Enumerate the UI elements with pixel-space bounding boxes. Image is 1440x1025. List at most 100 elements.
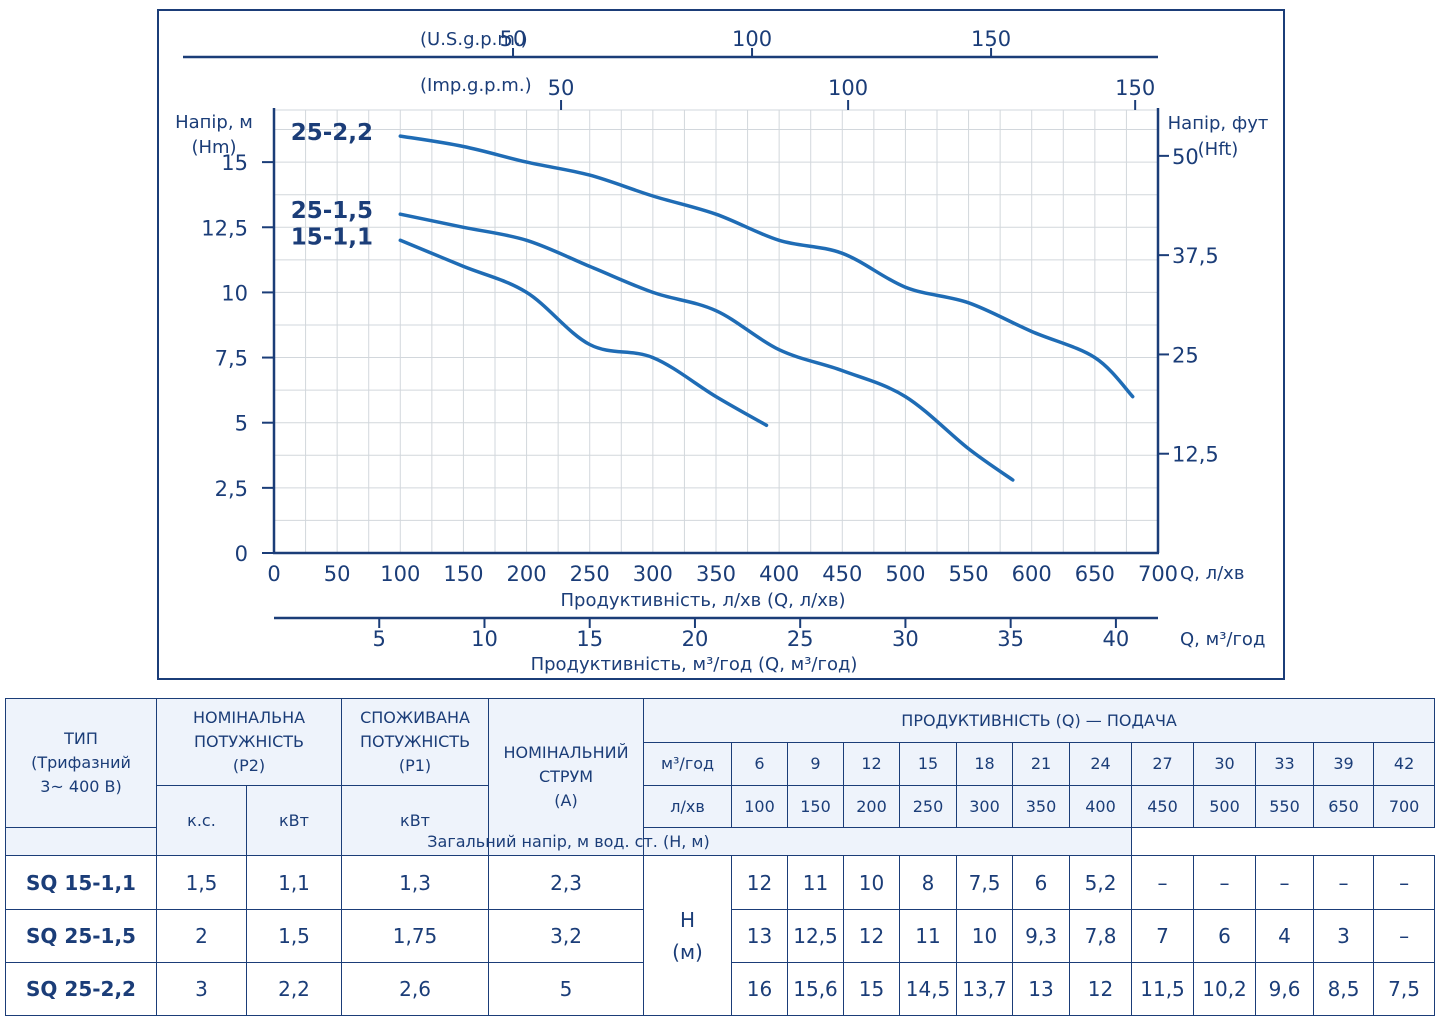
- head-cell: 6: [1193, 909, 1257, 963]
- head-cell: 7,5: [956, 855, 1014, 910]
- m3h-cell: 39: [1313, 742, 1375, 786]
- chart-border: [157, 9, 1285, 680]
- head-cell: 5,2: [1069, 855, 1133, 910]
- head-cell: –: [1373, 909, 1436, 963]
- head-cell: 3: [1313, 909, 1375, 963]
- spec-table-wrap: ТИП (Трифазний 3~ 400 В) НОМІНАЛЬНА ПОТУЖНІ…: [4, 698, 1436, 1016]
- y-axis-unit-right: (Hft): [1198, 139, 1239, 160]
- m3h-row: м³/год 6 9 12 15 18 21 24 27 30 33 39 42: [6, 742, 1436, 786]
- head-cell: 10,2: [1193, 962, 1257, 1016]
- head-cell: 13: [731, 909, 789, 963]
- m3h-tick-label: 15: [576, 627, 603, 651]
- m3h-cell: 30: [1193, 742, 1257, 786]
- head-cell: –: [1313, 855, 1375, 910]
- lmin-row: к.с. кВт кВт л/хв 100 150 200 250 300 35…: [6, 785, 1436, 856]
- head-caption: Загальний напір, м вод. ст. (H, м): [4, 827, 1133, 856]
- x-tick-label: 200: [507, 562, 547, 586]
- x-tick-label: 150: [443, 562, 483, 586]
- usgpm-tick-label: 100: [732, 27, 772, 51]
- x-tick-label: 350: [696, 562, 736, 586]
- head-cell: 12: [1069, 962, 1133, 1016]
- y-tick-label-left: 10: [221, 281, 248, 305]
- x-tick-label: 600: [1012, 562, 1052, 586]
- row-p1: 1,75: [341, 909, 490, 963]
- pump-spec-table: ТИП (Трифазний 3~ 400 В) НОМІНАЛЬНА ПОТУЖНІ…: [4, 698, 1436, 1016]
- curve-label: 15-1,1: [291, 224, 373, 250]
- y-tick-label-left: 0: [235, 542, 248, 566]
- curve-25-2-2: [398, 134, 1135, 399]
- m3h-cell: 33: [1255, 742, 1315, 786]
- header-nominal-power: НОМІНАЛЬНА ПОТУЖНІСТЬ (P2): [155, 698, 343, 786]
- head-cell: 12: [843, 909, 901, 963]
- lmin-cell: 150: [787, 785, 845, 828]
- lmin-cell: 300: [956, 785, 1014, 828]
- lmin-cell: 500: [1193, 785, 1257, 828]
- head-cell: 7: [1131, 909, 1195, 963]
- unit-lmin: л/хв: [643, 785, 733, 828]
- head-cell: 9,6: [1255, 962, 1315, 1016]
- head-cell: 4: [1255, 909, 1315, 963]
- head-cell: 11: [899, 909, 958, 963]
- x-tick-label: 0: [267, 562, 280, 586]
- row-type: SQ 25-1,5: [5, 909, 157, 963]
- m3h-cell: 12: [843, 742, 901, 786]
- y-axis-unit-left: (Hm): [191, 137, 236, 158]
- y-tick-label-left: 15: [221, 151, 248, 175]
- x-axis-title: Продуктивність, л/хв (Q, л/хв): [561, 590, 846, 611]
- head-cell: 9,3: [1012, 909, 1071, 963]
- m3h-tick-label: 20: [682, 627, 709, 651]
- y-tick-label-left: 2,5: [215, 477, 248, 501]
- usgpm-tick-label: 50: [500, 27, 527, 51]
- head-cell: 15,6: [787, 962, 845, 1016]
- curve-label: 25-2,2: [291, 120, 373, 146]
- curve-label: 25-1,5: [291, 198, 373, 224]
- table-row: SQ 25-2,2 3 2,2 2,6 5 16 15,6 15 14,5 13…: [5, 962, 1436, 1016]
- header-consumed-power: СПОЖИВАНА ПОТУЖНІСТЬ (P1): [341, 698, 490, 786]
- y-tick-label-right: 25: [1172, 343, 1199, 367]
- lmin-cell: 400: [1069, 785, 1133, 828]
- lmin-cell: 550: [1255, 785, 1315, 828]
- table-row: SQ 15-1,1 1,5 1,1 1,3 2,3 H (м) 12 11 10 …: [5, 855, 1436, 1016]
- m3h-tick-label: 25: [787, 627, 814, 651]
- head-cell: 10: [843, 855, 901, 910]
- row-kw: 1,5: [245, 909, 343, 963]
- head-cell: 13,7: [956, 962, 1014, 1016]
- lmin-cell: 450: [1131, 785, 1195, 828]
- y-tick-label-right: 50: [1172, 145, 1199, 169]
- row-hp: 3: [156, 962, 247, 1016]
- y-axis-title-left: Напір, м: [175, 112, 253, 133]
- x-tick-label: 100: [380, 562, 420, 586]
- m3h-tick-label: 30: [892, 627, 919, 651]
- curve-25-1-5: [398, 212, 1015, 482]
- usgpm-tick-label: 150: [971, 27, 1011, 51]
- x-tick-label: 50: [324, 562, 351, 586]
- m3h-tick-label: 10: [471, 627, 498, 651]
- x-tick-label: 500: [885, 562, 925, 586]
- y-tick-label-right: 37,5: [1172, 244, 1219, 268]
- m3h-cell: 27: [1131, 742, 1195, 786]
- unit-m3h: м³/год: [643, 742, 733, 786]
- head-cell: 10: [956, 909, 1014, 963]
- x-tick-label: 450: [822, 562, 862, 586]
- header-flow: ПРОДУКТИВНІСТЬ (Q) — ПОДАЧА: [643, 698, 1436, 743]
- m3h-tick-label: 5: [373, 627, 386, 651]
- row-current: 2,3: [488, 855, 645, 910]
- row-type: SQ 25-2,2: [5, 962, 157, 1016]
- head-cell: 6: [1012, 855, 1071, 910]
- head-cell: 11,5: [1131, 962, 1195, 1016]
- lmin-cell: 650: [1313, 785, 1375, 828]
- x-unit-label: Q, л/хв: [1180, 563, 1244, 584]
- head-cell: 8,5: [1313, 962, 1375, 1016]
- lmin-cell: 350: [1012, 785, 1071, 828]
- usgpm-axis-label: (U.S.g.p.m.): [420, 29, 528, 50]
- x-tick-label: 250: [570, 562, 610, 586]
- m3h-axis-title: Продуктивність, м³/год (Q, м³/год): [531, 654, 858, 675]
- impgpm-tick-label: 150: [1115, 76, 1155, 100]
- row-p1: 2,6: [341, 962, 490, 1016]
- lmin-cell: 700: [1373, 785, 1436, 828]
- row-current: 3,2: [488, 909, 645, 963]
- m3h-cell: 6: [731, 742, 789, 786]
- row-current: 5: [488, 962, 645, 1016]
- header-type: ТИП (Трифазний 3~ 400 В): [5, 698, 157, 828]
